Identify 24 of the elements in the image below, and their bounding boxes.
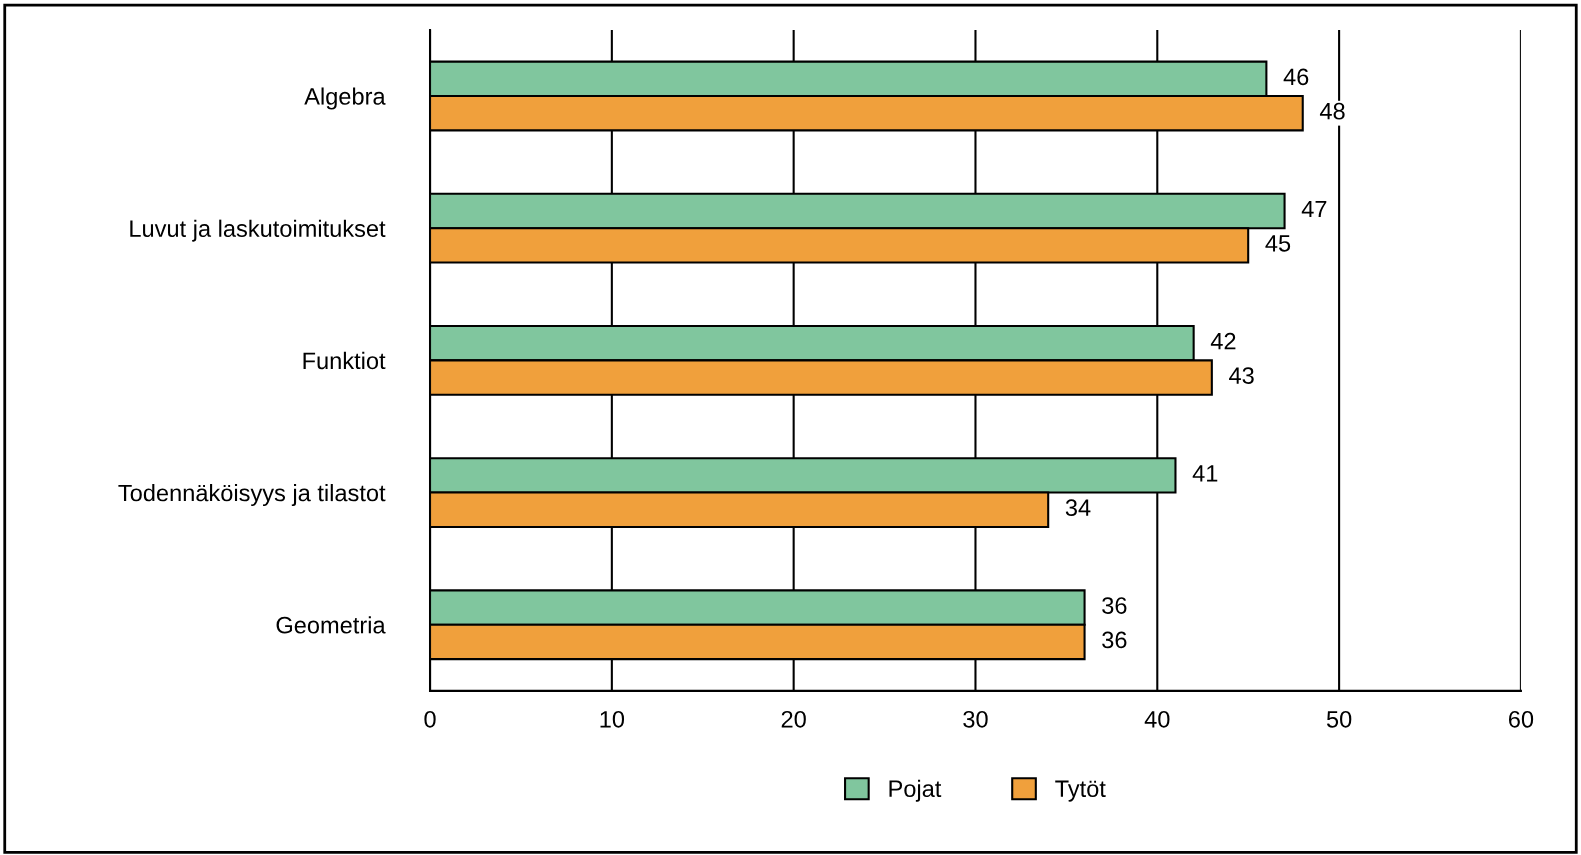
y-tick-label: Todennäköisyys ja tilastot: [118, 484, 386, 507]
data-label: 46: [1283, 68, 1309, 86]
x-tick-label: 30: [963, 710, 988, 728]
data-label: 36: [1102, 597, 1127, 614]
data-label: 41: [1192, 465, 1218, 482]
data-label: 48: [1319, 102, 1345, 120]
x-tick-label: 40: [1144, 710, 1170, 728]
x-tick-label: 50: [1326, 710, 1352, 728]
data-label: 36: [1102, 631, 1127, 649]
y-tick-label: Funktiot: [303, 351, 386, 370]
data-label: 43: [1229, 367, 1254, 384]
legend-label: Pojat: [889, 779, 942, 802]
x-tick-label: 0: [424, 710, 436, 728]
y-tick-label: Luvut ja laskutoimitukset: [130, 219, 386, 242]
data-label: 47: [1301, 200, 1327, 218]
x-tick-label: 60: [1508, 710, 1534, 728]
y-tick-label: Algebra: [304, 87, 386, 110]
data-label: 45: [1265, 235, 1291, 252]
legend-label: Tytöt: [1055, 780, 1106, 802]
x-tick-label: 20: [781, 710, 806, 728]
x-tick-label: 10: [600, 710, 625, 728]
data-label: 42: [1210, 332, 1236, 350]
y-tick-label: Geometria: [276, 616, 386, 634]
data-label: 34: [1065, 499, 1091, 517]
